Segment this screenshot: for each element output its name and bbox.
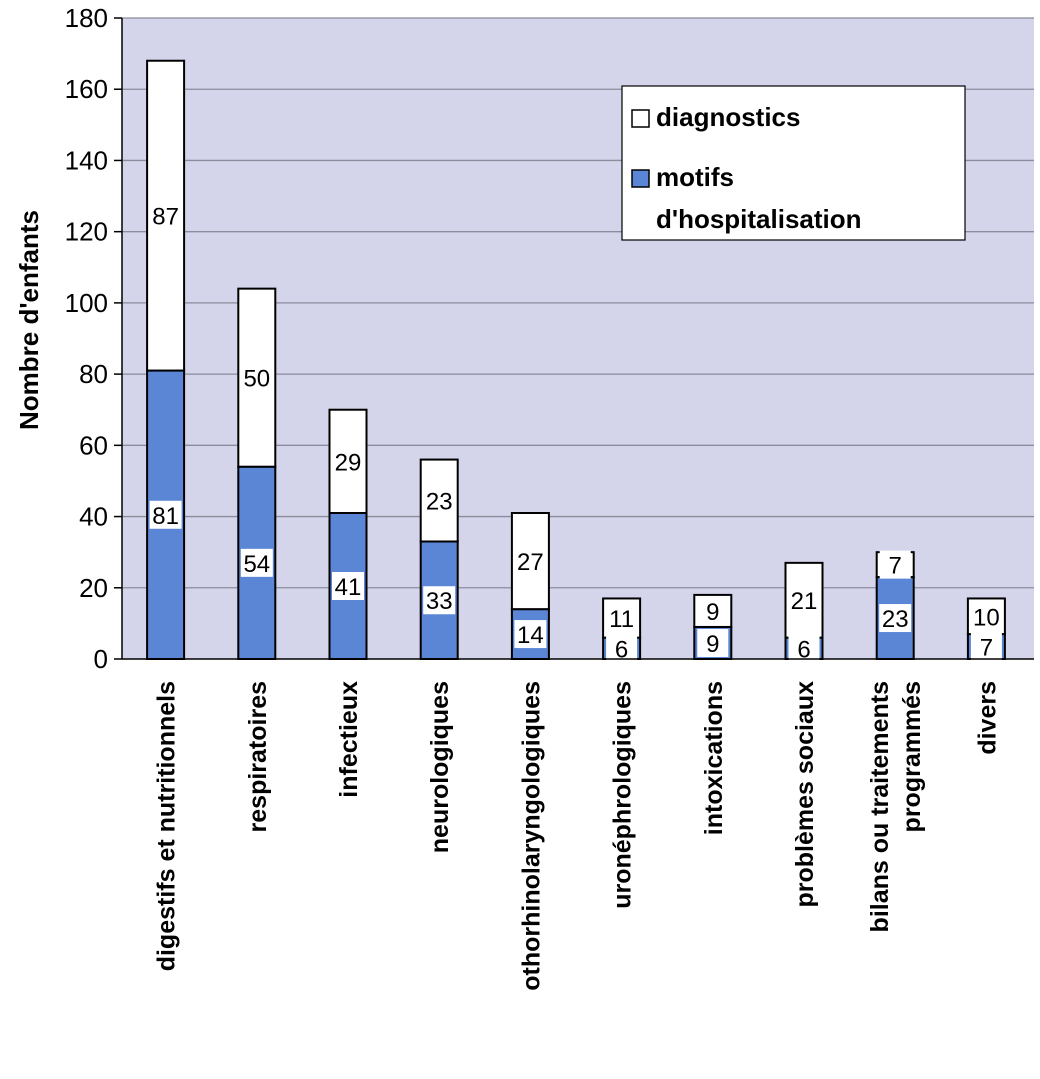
data-label-bg [332,571,364,600]
y-tick-label: 160 [65,74,108,104]
data-label-diagnostics: 11 [609,606,634,633]
data-label-bg [240,363,273,392]
x-category-label: infectieux [335,681,363,798]
x-category-label: respiratoires [244,681,272,832]
data-label-motifs: 9 [706,631,719,658]
x-category-label: bilans ou traitements [866,681,894,932]
data-label-motifs: 14 [517,622,544,649]
data-label-motifs: 33 [426,588,453,615]
data-label-diagnostics: 23 [426,489,453,516]
x-category-label: uronéphrologiques [609,681,637,909]
y-tick-label: 80 [79,359,108,389]
data-label-bg [879,550,911,579]
data-label-diagnostics: 21 [791,588,818,615]
legend: diagnostics motifs d'hospitalisation [621,85,966,241]
y-tick-label: 140 [65,145,108,175]
x-category-label: othorhinolaryngologiques [517,681,545,991]
data-label-motifs: 23 [882,606,909,633]
x-category-label: neurologiques [426,681,454,853]
data-label-bg [788,634,820,663]
x-category-label: problèmes sociaux [791,681,819,908]
data-label-diagnostics: 27 [517,549,544,576]
legend-label: diagnostics [656,102,800,132]
data-label-bg [514,547,547,576]
data-label-bg [149,201,182,230]
data-label-bg [605,604,638,633]
data-label-diagnostics: 9 [706,599,719,626]
data-label-bg [240,548,273,577]
x-category-label: divers [973,681,1001,755]
data-label-diagnostics: 10 [973,604,1000,631]
data-label-motifs: 6 [615,636,628,663]
legend-swatch [631,109,650,128]
x-axis: digestifs et nutritionnels respiratoires i… [122,658,1034,991]
y-tick-label: 180 [65,3,108,33]
data-label-motifs: 81 [152,503,179,530]
y-axis: 0 20 40 60 80 100 120 140 160 180 [65,3,123,674]
y-tick-label: 40 [79,502,108,532]
data-label-motifs: 54 [243,551,270,578]
data-label-motifs: 6 [797,636,810,663]
data-label-diagnostics: 29 [335,449,362,476]
bars: 81 87 54 50 41 29 33 23 14 27 6 11 9 9 6 21 23 7 7 10 [146,59,1006,663]
data-label-motifs: 7 [980,635,993,662]
data-label-bg [149,500,182,529]
data-label-diagnostics: 7 [889,553,902,580]
data-label-diagnostics: 50 [243,366,270,393]
data-label-bg [970,632,1002,661]
data-label-bg [332,447,364,476]
data-label-bg [514,620,547,649]
data-label-bg [970,602,1003,631]
y-tick-label: 20 [79,573,108,603]
y-tick-label: 60 [79,430,108,460]
legend-label: motifs [656,162,734,192]
y-tick-label: 100 [65,288,108,318]
data-label-bg [788,586,820,615]
y-axis-label: Nombre d'enfants [14,210,44,430]
data-label-motifs: 41 [335,574,362,601]
data-label-bg [697,596,729,625]
data-label-diagnostics: 87 [152,204,179,231]
legend-box [621,85,966,241]
x-category-label: intoxications [700,681,728,835]
data-label-bg [423,486,456,515]
x-category-label: programmés [898,681,926,832]
y-tick-label: 120 [65,217,108,247]
x-category-label: digestifs et nutritionnels [153,681,181,971]
data-label-bg [697,628,729,657]
legend-swatch [631,169,650,188]
data-label-bg [423,586,456,615]
data-label-bg [606,634,638,663]
y-tick-label: 0 [94,644,108,674]
legend-label: d'hospitalisation [656,204,862,234]
data-label-bg [879,604,912,633]
